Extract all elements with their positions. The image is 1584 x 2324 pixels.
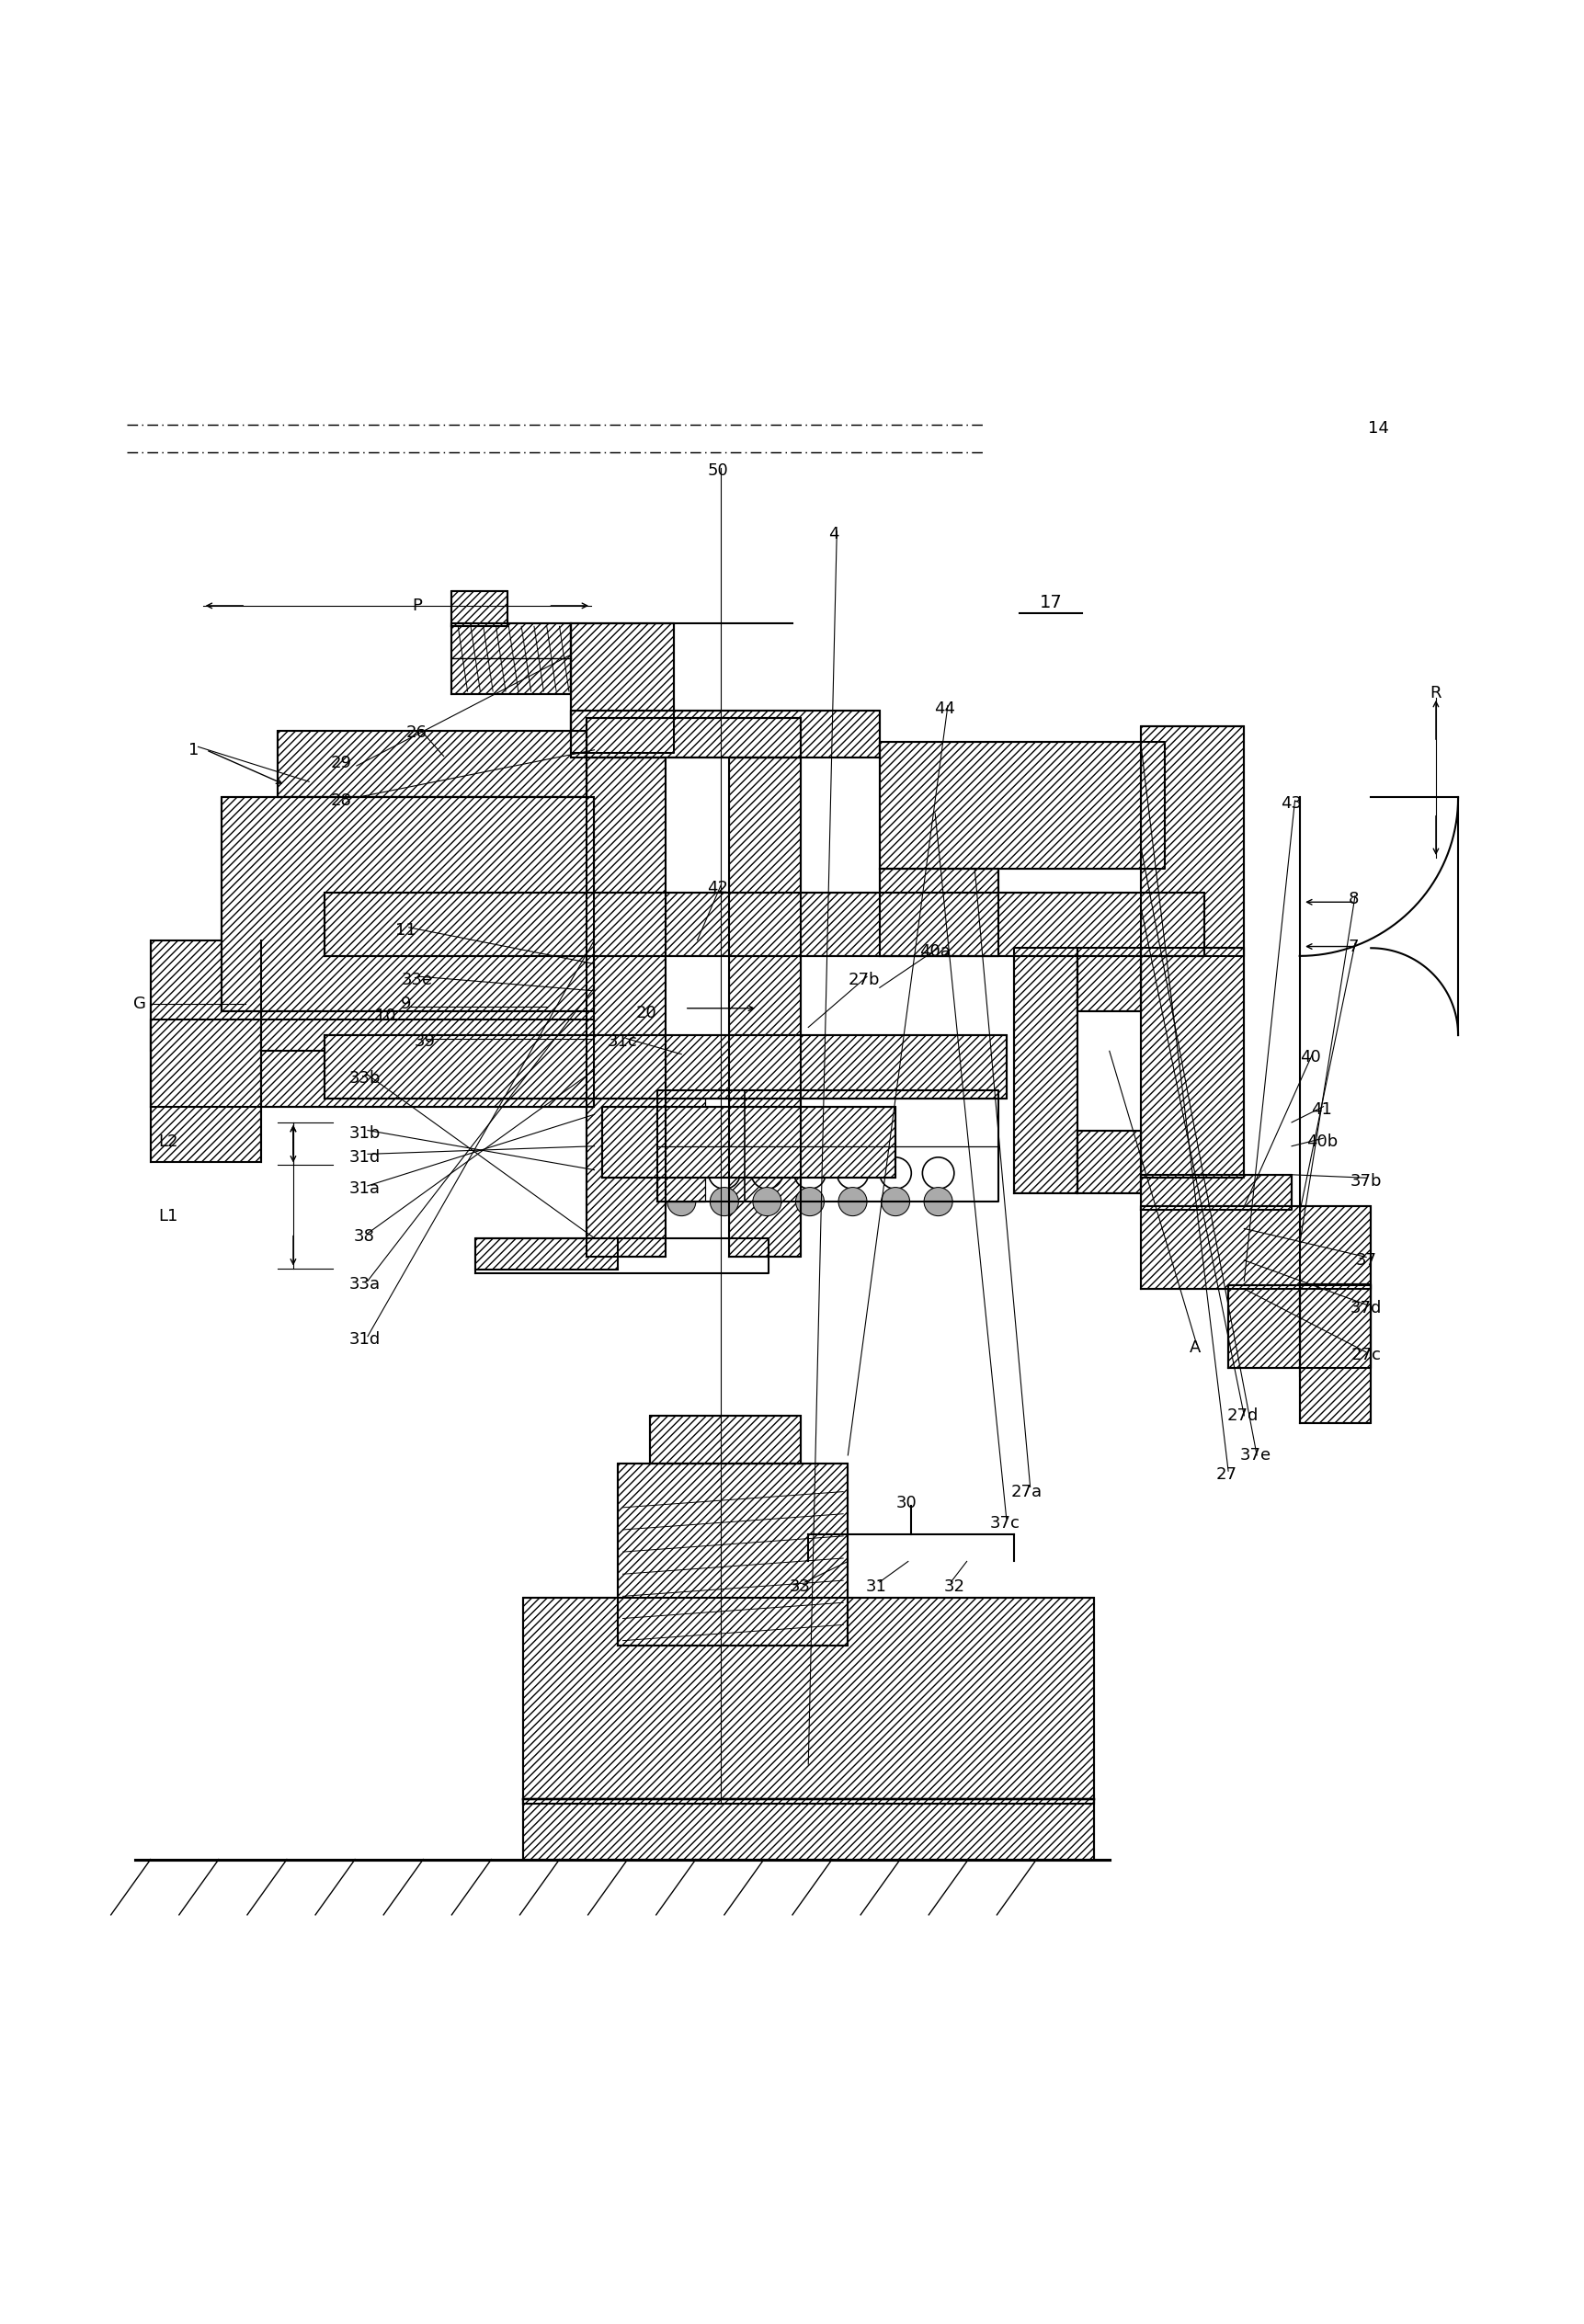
Bar bbox=[150, 1004, 594, 1050]
Text: 26: 26 bbox=[406, 725, 428, 741]
Text: 37d: 37d bbox=[1350, 1299, 1381, 1315]
Text: 27b: 27b bbox=[847, 971, 879, 988]
Circle shape bbox=[795, 1188, 824, 1215]
Text: R: R bbox=[1429, 686, 1441, 702]
Circle shape bbox=[667, 1188, 695, 1215]
Text: 37b: 37b bbox=[1350, 1174, 1381, 1190]
Text: 32: 32 bbox=[942, 1578, 965, 1594]
Text: 31a: 31a bbox=[348, 1181, 380, 1197]
Bar bbox=[657, 1090, 705, 1202]
Text: 31b: 31b bbox=[348, 1125, 380, 1141]
Text: 30: 30 bbox=[895, 1494, 917, 1511]
Text: 40: 40 bbox=[1299, 1048, 1321, 1067]
Bar bbox=[150, 1020, 594, 1106]
Text: 40b: 40b bbox=[1305, 1134, 1337, 1150]
Bar bbox=[1014, 948, 1077, 1195]
Text: 11: 11 bbox=[394, 923, 417, 939]
Text: 33: 33 bbox=[789, 1578, 811, 1594]
Circle shape bbox=[923, 1188, 952, 1215]
Bar bbox=[570, 711, 879, 758]
Text: 38: 38 bbox=[353, 1227, 375, 1246]
Text: 27a: 27a bbox=[1011, 1483, 1042, 1499]
Text: 39: 39 bbox=[413, 1034, 436, 1050]
Bar bbox=[1077, 948, 1140, 1011]
Text: P: P bbox=[412, 597, 421, 614]
Bar bbox=[618, 1464, 847, 1645]
Text: 33a: 33a bbox=[348, 1276, 380, 1292]
Text: 14: 14 bbox=[1367, 421, 1389, 437]
Text: 31: 31 bbox=[865, 1578, 887, 1594]
Text: 41: 41 bbox=[1310, 1102, 1332, 1118]
Text: 37e: 37e bbox=[1239, 1448, 1270, 1464]
Text: 7: 7 bbox=[1348, 939, 1357, 955]
Bar bbox=[325, 1034, 1006, 1099]
Polygon shape bbox=[150, 941, 261, 1162]
Bar bbox=[665, 758, 729, 1257]
Text: 10: 10 bbox=[374, 1009, 396, 1025]
Text: 28: 28 bbox=[329, 792, 352, 809]
Bar bbox=[879, 741, 1164, 869]
Bar bbox=[277, 732, 586, 797]
Text: 27: 27 bbox=[1215, 1466, 1237, 1483]
Bar bbox=[451, 623, 570, 695]
Text: 50: 50 bbox=[706, 462, 729, 479]
Text: 17: 17 bbox=[1039, 595, 1061, 611]
Text: 9: 9 bbox=[401, 995, 410, 1011]
Bar bbox=[523, 1599, 1093, 1803]
Text: 37: 37 bbox=[1354, 1253, 1376, 1269]
Text: 40a: 40a bbox=[919, 944, 950, 960]
Text: 33b: 33b bbox=[348, 1069, 380, 1085]
Text: 44: 44 bbox=[933, 700, 955, 718]
Circle shape bbox=[710, 1188, 738, 1215]
Text: 27d: 27d bbox=[1226, 1408, 1258, 1425]
Bar bbox=[729, 758, 800, 1257]
Text: 31d: 31d bbox=[348, 1332, 380, 1348]
Bar bbox=[523, 1799, 1093, 1859]
Bar bbox=[649, 1415, 800, 1464]
Polygon shape bbox=[222, 797, 594, 1011]
Text: 8: 8 bbox=[1348, 890, 1357, 906]
Text: 43: 43 bbox=[1280, 795, 1302, 811]
Bar bbox=[1140, 1206, 1370, 1290]
Bar bbox=[1077, 1129, 1140, 1195]
Text: A: A bbox=[1188, 1339, 1201, 1355]
Bar bbox=[1140, 1174, 1291, 1208]
Bar bbox=[586, 758, 665, 1257]
Circle shape bbox=[838, 1188, 866, 1215]
Bar bbox=[1140, 948, 1243, 1178]
Text: 4: 4 bbox=[828, 525, 838, 544]
Text: L1: L1 bbox=[158, 1208, 177, 1225]
Circle shape bbox=[752, 1188, 781, 1215]
Text: 31d: 31d bbox=[348, 1148, 380, 1167]
Text: G: G bbox=[133, 995, 146, 1011]
Text: 1: 1 bbox=[188, 741, 198, 758]
Text: 37c: 37c bbox=[988, 1515, 1020, 1532]
Bar bbox=[879, 869, 998, 955]
Bar bbox=[325, 892, 1204, 955]
Text: 27c: 27c bbox=[1350, 1348, 1381, 1364]
Text: 29: 29 bbox=[329, 755, 352, 772]
Bar bbox=[1228, 1285, 1370, 1369]
Text: 33e: 33e bbox=[401, 971, 432, 988]
Text: 20: 20 bbox=[635, 1004, 657, 1020]
Bar bbox=[586, 718, 800, 758]
Bar bbox=[475, 1239, 618, 1269]
Bar bbox=[602, 1106, 895, 1178]
Text: 42: 42 bbox=[706, 878, 729, 897]
Text: L2: L2 bbox=[158, 1134, 177, 1150]
Circle shape bbox=[881, 1188, 909, 1215]
Bar bbox=[1140, 725, 1243, 955]
Text: 31c: 31c bbox=[608, 1034, 637, 1050]
Bar bbox=[451, 590, 507, 625]
Bar bbox=[570, 623, 673, 753]
Bar bbox=[1299, 1285, 1370, 1425]
